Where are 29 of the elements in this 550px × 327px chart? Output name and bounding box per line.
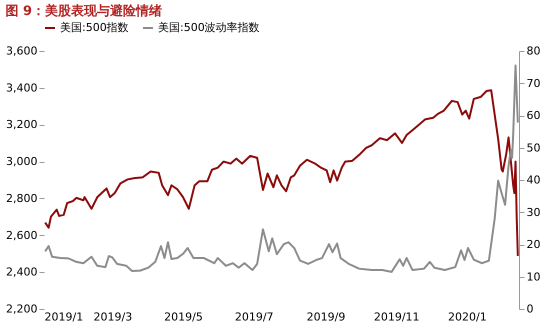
y2-tick-label: 0 (526, 302, 534, 316)
y2-tick-label: 10 (526, 270, 540, 284)
x-tick-label: 2019/9 (306, 310, 346, 324)
x-tick-label: 2019/5 (164, 310, 203, 324)
x-tick-label: 2019/7 (234, 310, 274, 324)
y-tick-label: 3,000 (6, 155, 38, 168)
y-tick-label: 2,400 (6, 266, 38, 279)
y-tick-label: 3,600 (6, 44, 38, 58)
y2-tick-label: 40 (526, 174, 540, 186)
y2-tick-label: 80 (526, 44, 540, 58)
y2-tick-label: 50 (526, 141, 540, 154)
y2-tick-label: 20 (526, 238, 540, 251)
x-tick-label: 2019/1 (44, 310, 84, 324)
legend-label: 美国:500波动率指数 (158, 21, 260, 34)
legend-label: 美国:500指数 (60, 21, 129, 34)
line-series (44, 89, 519, 257)
y-tick-label: 2,800 (6, 192, 38, 205)
chart-title: 图 9：美股表现与避险情绪 (6, 3, 162, 19)
y-tick-label: 2,200 (6, 302, 38, 316)
y2-tick-label: 30 (526, 206, 540, 219)
y-tick-label: 2,600 (6, 228, 38, 242)
y-tick-label: 3,400 (6, 81, 38, 94)
x-tick-label: 2019/3 (94, 310, 132, 324)
line-series (44, 64, 519, 273)
x-tick-label: 2020/1 (448, 310, 487, 324)
y2-tick-label: 60 (526, 109, 540, 122)
x-tick-label: 2019/11 (374, 310, 420, 324)
y-tick-label: 3,200 (6, 118, 38, 132)
y2-tick-label: 70 (526, 76, 540, 90)
